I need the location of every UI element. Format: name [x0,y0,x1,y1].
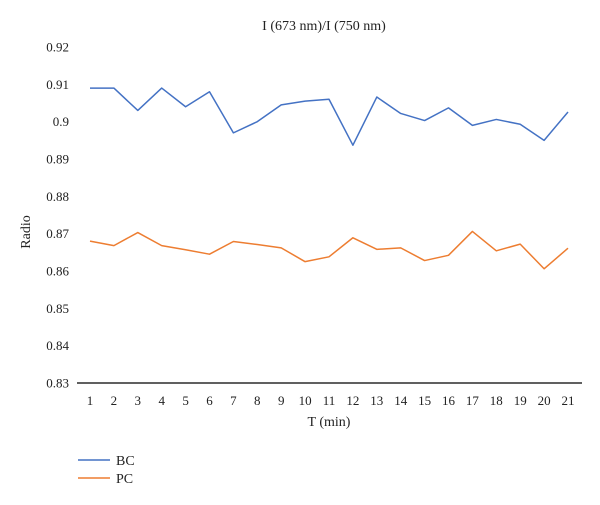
x-tick-label: 16 [442,393,456,408]
y-tick-label: 0.83 [46,376,69,391]
x-tick-label: 11 [323,393,336,408]
x-tick-label: 7 [230,393,237,408]
y-tick-label: 0.9 [53,114,69,129]
x-tick-label: 6 [206,393,213,408]
x-tick-label: 12 [346,393,359,408]
x-tick-label: 4 [158,393,165,408]
legend-label-bc: BC [116,454,135,469]
x-tick-label: 5 [182,393,189,408]
x-tick-label: 9 [278,393,285,408]
x-tick-label: 10 [299,393,312,408]
y-tick-label: 0.91 [46,77,69,92]
x-tick-label: 1 [87,393,94,408]
y-tick-label: 0.84 [46,338,69,353]
x-tick-label: 13 [370,393,383,408]
x-tick-label: 8 [254,393,261,408]
y-tick-label: 0.87 [46,226,69,241]
y-tick-label: 0.88 [46,189,69,204]
x-tick-label: 20 [538,393,551,408]
x-axis-label: T (min) [308,415,351,430]
legend: BC PC [78,454,135,487]
x-tick-label: 14 [394,393,408,408]
x-tick-label: 2 [111,393,118,408]
series-line-bc [90,87,569,146]
legend-label-pc: PC [116,472,133,487]
y-tick-label: 0.86 [46,264,69,279]
y-tick-label: 0.92 [46,40,69,55]
x-tick-label: 21 [562,393,575,408]
y-tick-label: 0.85 [46,301,69,316]
x-tick-label: 3 [135,393,142,408]
series-lines [89,87,569,270]
y-axis-label: Radio [19,215,34,248]
x-tick-label: 15 [418,393,431,408]
y-tick-label: 0.89 [46,152,69,167]
series-line-pc [89,230,569,270]
x-tick-label: 17 [466,393,480,408]
chart-title: I (673 nm)/I (750 nm) [262,19,386,34]
x-tick-labels: 1 2 3 4 5 6 7 8 9 10 11 12 13 14 15 16 17 18 19 20 21 [87,393,575,408]
x-tick-label: 19 [514,393,527,408]
y-tick-labels: 0.83 0.84 0.85 0.86 0.87 0.88 0.89 0.9 0.91 0.92 [46,40,69,391]
x-tick-label: 18 [490,393,503,408]
